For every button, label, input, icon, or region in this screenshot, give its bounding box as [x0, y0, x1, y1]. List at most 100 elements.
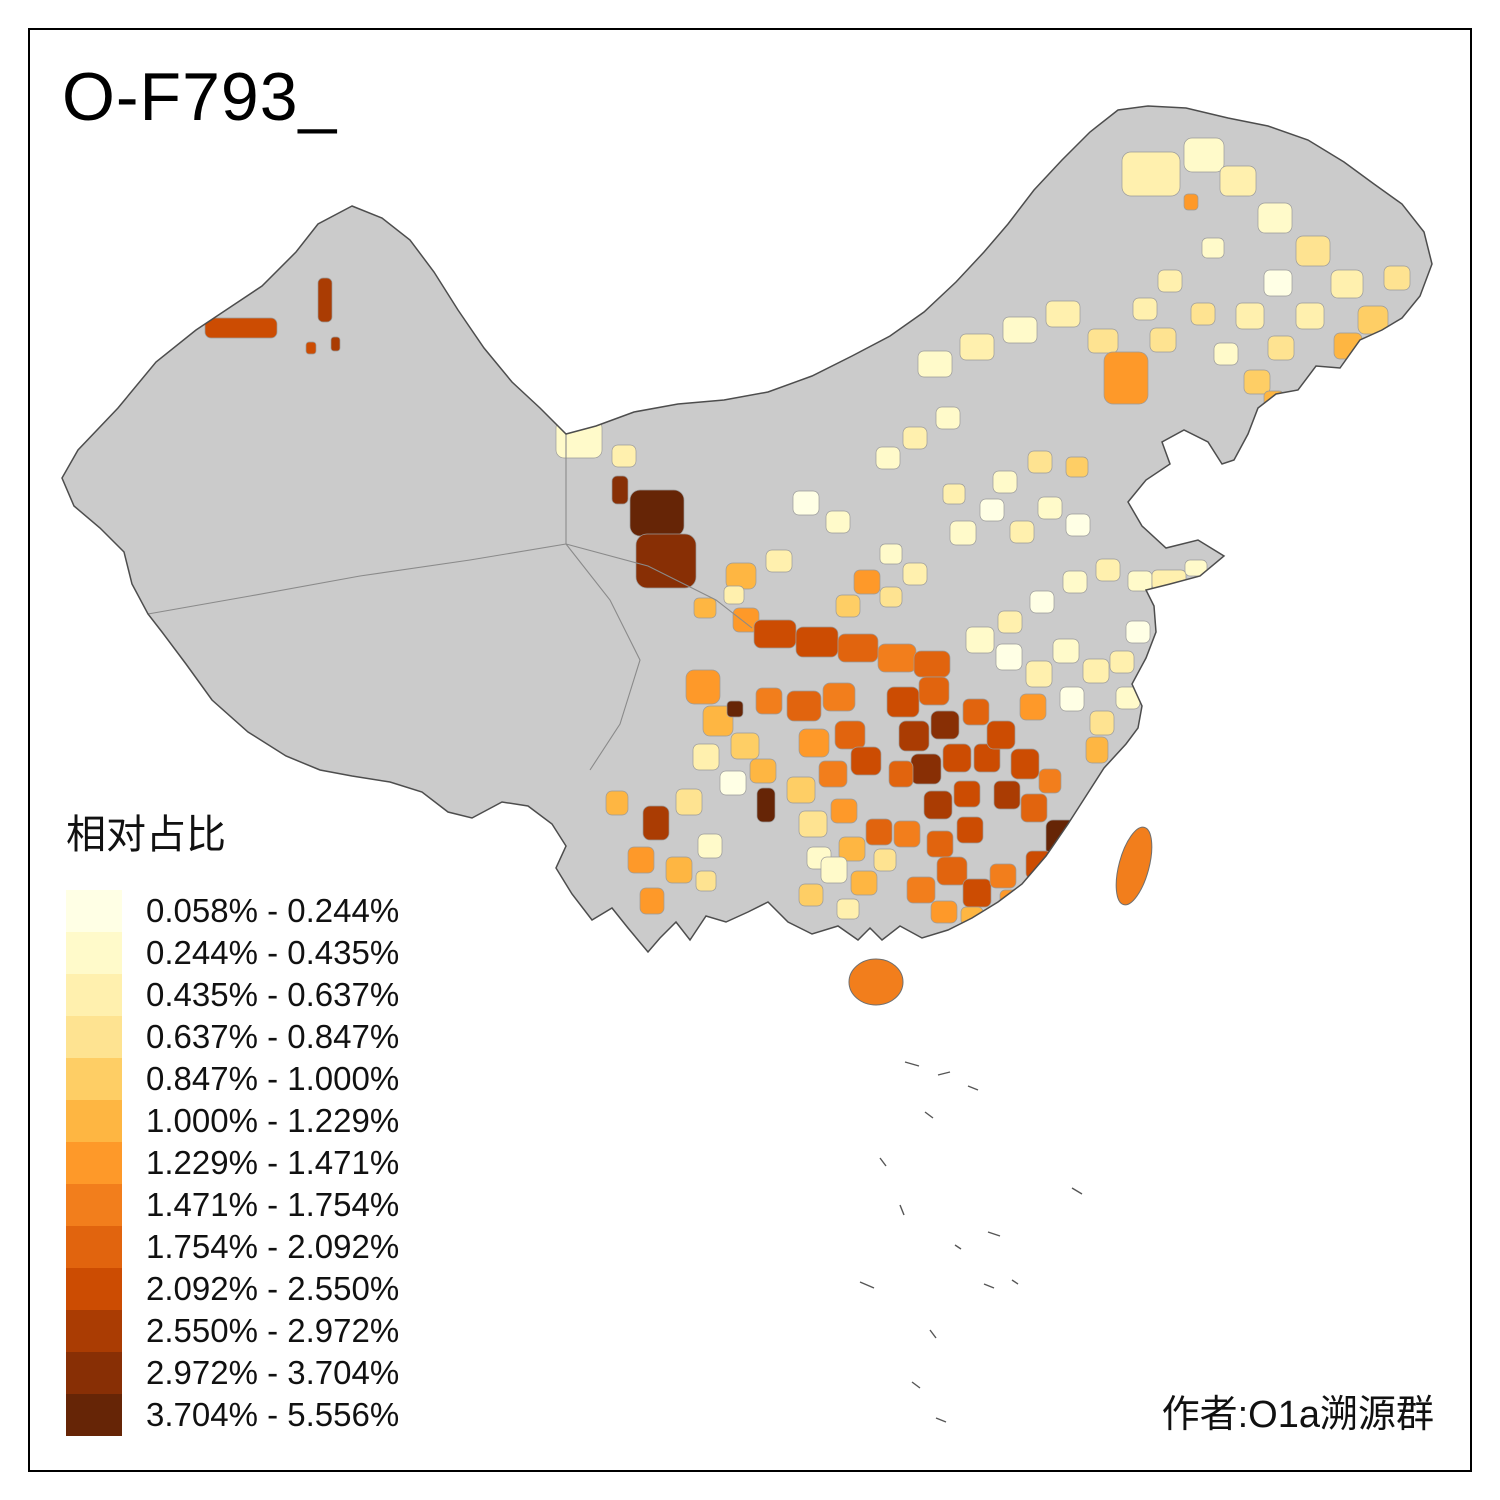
map-region	[886, 686, 920, 718]
map-region	[1132, 297, 1158, 321]
map-region	[1037, 496, 1063, 520]
map-region	[1065, 456, 1089, 478]
map-region	[1010, 748, 1040, 780]
map-region	[1121, 151, 1181, 197]
map-region	[611, 475, 629, 505]
map-region	[1190, 302, 1216, 326]
map-region	[756, 787, 776, 823]
map-region	[730, 732, 760, 760]
map-region	[635, 533, 697, 589]
map-region	[753, 619, 797, 649]
map-region	[865, 818, 893, 846]
legend-label: 0.244% - 0.435%	[146, 934, 400, 971]
map-region	[942, 483, 966, 505]
map-region	[962, 878, 992, 908]
map-region	[822, 682, 856, 712]
legend-swatch	[66, 1226, 122, 1268]
map-region	[639, 887, 665, 915]
map-region	[798, 810, 828, 838]
map-region	[1295, 302, 1325, 330]
map-region	[795, 626, 839, 658]
map-region	[1330, 269, 1364, 299]
map-region	[1183, 193, 1199, 211]
map-region	[1082, 658, 1110, 684]
map-region	[1263, 269, 1293, 297]
map-region	[835, 594, 861, 618]
map-region	[1089, 710, 1115, 736]
map-region	[902, 562, 928, 586]
map-region	[1020, 793, 1048, 823]
map-region	[820, 856, 848, 884]
legend: 相对占比 0.058% - 0.244% 0.244% - 0.435% 0.4…	[66, 802, 399, 1436]
map-region	[837, 633, 879, 663]
legend-swatch	[66, 1016, 122, 1058]
province-borders	[147, 434, 753, 771]
map-region	[949, 520, 977, 546]
map-region	[838, 836, 866, 862]
map-region	[702, 705, 734, 737]
legend-swatch	[66, 1184, 122, 1226]
legend-swatch	[66, 1352, 122, 1394]
map-region	[877, 643, 917, 673]
map-region	[1149, 327, 1177, 353]
map-region	[629, 489, 685, 537]
map-region	[1103, 351, 1149, 405]
legend-label: 0.435% - 0.637%	[146, 976, 400, 1013]
map-region	[917, 350, 953, 378]
map-region	[675, 788, 703, 816]
map-region	[965, 626, 995, 654]
legend-entry: 0.244% - 0.435%	[66, 932, 399, 974]
attribution: 作者:O1a溯源群	[1161, 1394, 1434, 1436]
map-region	[1009, 520, 1035, 544]
map-region	[834, 720, 866, 750]
map-region	[749, 758, 777, 784]
legend-label: 1.229% - 1.471%	[146, 1144, 400, 1181]
map-region	[665, 856, 693, 884]
map-region	[798, 728, 830, 758]
map-region	[605, 790, 629, 816]
page-title: O-F793_	[62, 59, 338, 135]
map-region	[986, 720, 1016, 750]
map-region	[825, 510, 851, 534]
map-region	[697, 833, 723, 859]
map-region	[692, 743, 720, 771]
map-region	[786, 776, 816, 804]
map-region	[693, 597, 717, 619]
legend-entry: 2.972% - 3.704%	[66, 1352, 399, 1394]
legend-label: 2.972% - 3.704%	[146, 1354, 400, 1391]
map-region	[1109, 650, 1135, 674]
map-region	[1115, 686, 1141, 710]
legend-swatch	[66, 1100, 122, 1142]
map-region	[993, 780, 1021, 810]
map-region	[962, 698, 990, 726]
map-region	[918, 676, 950, 706]
legend-entry: 0.435% - 0.637%	[66, 974, 399, 1016]
legend-entry: 1.471% - 1.754%	[66, 1184, 399, 1226]
map-region	[1085, 736, 1109, 764]
map-region	[1052, 638, 1080, 664]
legend-label: 0.637% - 0.847%	[146, 1018, 400, 1055]
map-region	[1065, 513, 1091, 537]
map-region	[850, 746, 882, 776]
legend-entry: 3.704% - 5.556%	[66, 1394, 399, 1436]
map-region	[930, 710, 960, 740]
map-region	[992, 470, 1018, 494]
legend-swatch	[66, 974, 122, 1016]
south-china-sea-islands	[859, 1061, 1083, 1423]
map-region	[879, 586, 903, 608]
map-region	[792, 490, 820, 516]
map-region	[1201, 237, 1225, 259]
map-region	[1002, 316, 1038, 344]
map-region	[1029, 590, 1055, 614]
legend-label: 1.754% - 2.092%	[146, 1228, 400, 1265]
map-region	[995, 643, 1023, 671]
legend-label: 0.847% - 1.000%	[146, 1060, 400, 1097]
map-region	[726, 700, 744, 718]
map-region	[1295, 235, 1331, 267]
legend-entry: 1.754% - 2.092%	[66, 1226, 399, 1268]
map-region	[330, 336, 341, 352]
hainan-island	[848, 958, 904, 1006]
map-region	[875, 446, 901, 470]
map-region	[1027, 450, 1053, 474]
